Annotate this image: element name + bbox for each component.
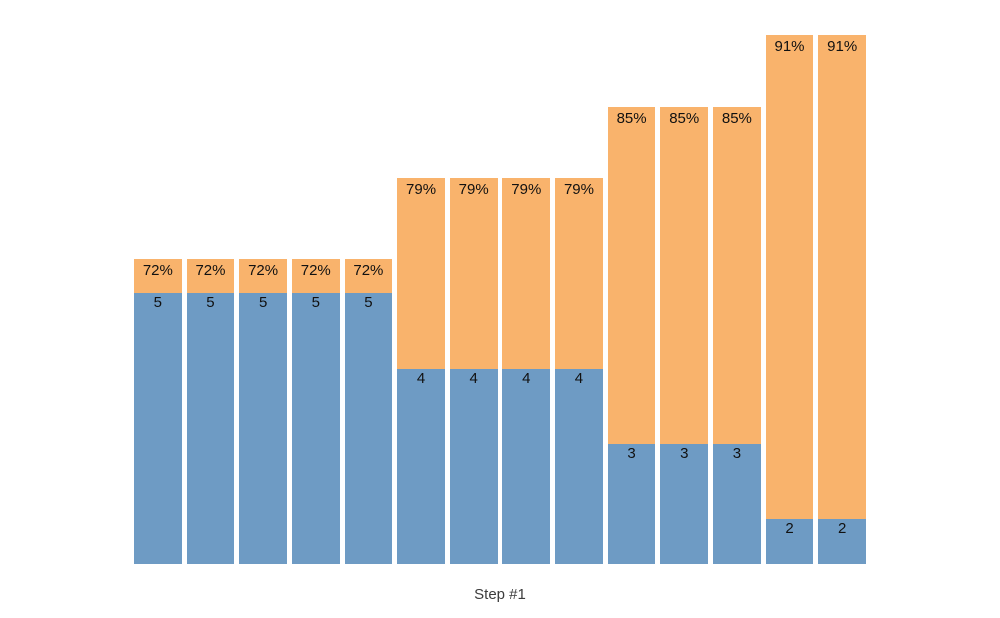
value-label: 3 bbox=[680, 445, 689, 462]
bar: 72% 5 bbox=[291, 259, 340, 564]
bar: 79% 4 bbox=[502, 178, 551, 564]
bar-segment-top: 72% bbox=[291, 259, 340, 293]
bar-segment-top: 79% bbox=[397, 178, 445, 369]
percent-label: 72% bbox=[248, 262, 279, 279]
percent-label: 85% bbox=[616, 110, 647, 127]
bar-segment-bottom: 4 bbox=[449, 369, 498, 564]
bar-segment-bottom: 5 bbox=[134, 293, 182, 564]
bar-segment-bottom: 3 bbox=[660, 444, 709, 564]
bar-segment-top: 85% bbox=[713, 107, 761, 444]
percent-label: 79% bbox=[406, 181, 437, 198]
bar-segment-bottom: 4 bbox=[502, 369, 551, 564]
value-label: 3 bbox=[732, 445, 742, 462]
percent-label: 72% bbox=[353, 262, 384, 279]
value-label: 5 bbox=[311, 294, 320, 311]
bar-segment-top: 79% bbox=[449, 178, 498, 369]
value-label: 4 bbox=[469, 370, 478, 387]
bar-segment-top: 79% bbox=[555, 178, 603, 369]
value-label: 4 bbox=[522, 370, 531, 387]
bar: 79% 4 bbox=[555, 178, 603, 564]
bar-segment-top: 85% bbox=[607, 107, 656, 444]
bar-segment-bottom: 2 bbox=[765, 519, 814, 564]
value-label: 5 bbox=[258, 294, 268, 311]
value-label: 2 bbox=[837, 520, 847, 537]
percent-label: 79% bbox=[563, 181, 594, 198]
value-label: 5 bbox=[206, 294, 215, 311]
bar-segment-bottom: 4 bbox=[555, 369, 603, 564]
bar: 91% 2 bbox=[818, 35, 866, 564]
bar: 72% 5 bbox=[186, 259, 235, 564]
bar-segment-top: 72% bbox=[186, 259, 235, 293]
bar-segment-top: 91% bbox=[765, 35, 814, 519]
percent-label: 91% bbox=[774, 38, 805, 55]
bar-segment-top: 72% bbox=[239, 259, 287, 293]
bar-segment-bottom: 5 bbox=[239, 293, 287, 564]
bar-segment-bottom: 5 bbox=[186, 293, 235, 564]
bar-segment-bottom: 4 bbox=[397, 369, 445, 564]
bar: 72% 5 bbox=[344, 259, 393, 564]
bar-segment-top: 91% bbox=[818, 35, 866, 519]
bar-segment-top: 72% bbox=[344, 259, 393, 293]
bar-segment-bottom: 5 bbox=[291, 293, 340, 564]
bar: 72% 5 bbox=[134, 259, 182, 564]
bar-segment-top: 85% bbox=[660, 107, 709, 444]
bar: 85% 3 bbox=[713, 107, 761, 564]
bar-segment-top: 72% bbox=[134, 259, 182, 293]
value-label: 3 bbox=[627, 445, 636, 462]
bar-segment-bottom: 3 bbox=[713, 444, 761, 564]
bar-segment-bottom: 2 bbox=[818, 519, 866, 564]
bar: 91% 2 bbox=[765, 35, 814, 564]
value-label: 4 bbox=[416, 370, 426, 387]
percent-label: 72% bbox=[195, 262, 226, 279]
bar: 79% 4 bbox=[397, 178, 445, 564]
bar: 79% 4 bbox=[449, 178, 498, 564]
x-axis-label: Step #1 bbox=[474, 586, 526, 603]
percent-label: 72% bbox=[300, 262, 331, 279]
percent-label: 85% bbox=[669, 110, 700, 127]
percent-label: 79% bbox=[458, 181, 489, 198]
value-label: 2 bbox=[785, 520, 794, 537]
value-label: 4 bbox=[574, 370, 584, 387]
percent-label: 91% bbox=[827, 38, 858, 55]
percent-label: 72% bbox=[142, 262, 173, 279]
value-label: 5 bbox=[364, 294, 373, 311]
bar: 85% 3 bbox=[607, 107, 656, 564]
bar: 85% 3 bbox=[660, 107, 709, 564]
percent-label: 85% bbox=[721, 110, 752, 127]
bar-segment-top: 79% bbox=[502, 178, 551, 369]
bar-segment-bottom: 3 bbox=[607, 444, 656, 564]
percent-label: 79% bbox=[511, 181, 542, 198]
value-label: 5 bbox=[153, 294, 163, 311]
bar: 72% 5 bbox=[239, 259, 287, 564]
bar-segment-bottom: 5 bbox=[344, 293, 393, 564]
